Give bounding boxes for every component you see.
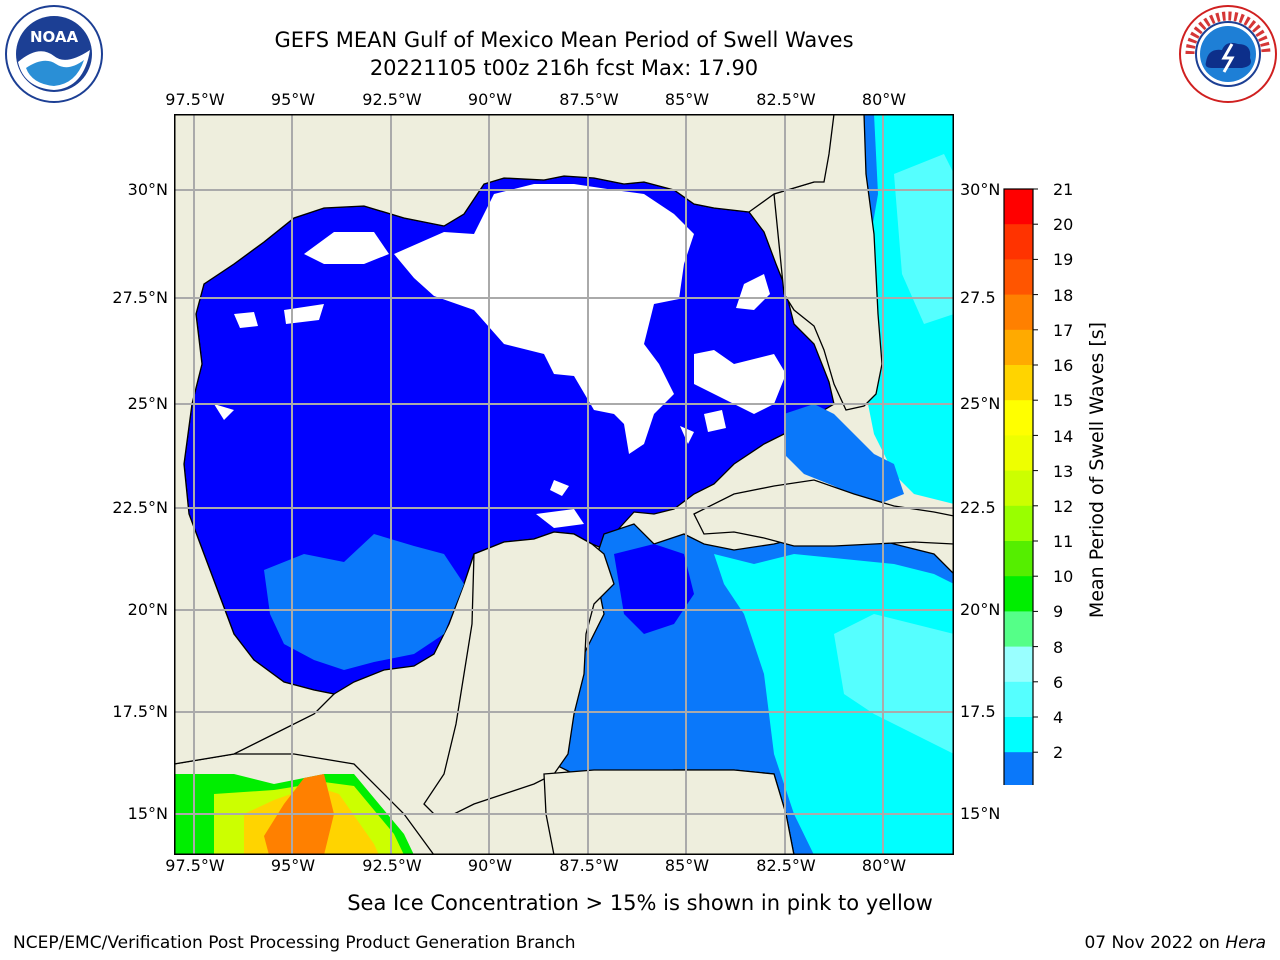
caribbean-deep-patch bbox=[614, 544, 694, 634]
gulf-light-zone bbox=[264, 534, 464, 670]
map-title: GEFS MEAN Gulf of Mexico Mean Period of … bbox=[274, 28, 854, 52]
colorbar-segment bbox=[1004, 329, 1033, 366]
colorbar-tick: 11 bbox=[1053, 532, 1074, 551]
colorbar-tick: 14 bbox=[1053, 427, 1074, 446]
cuba-land bbox=[693, 479, 954, 547]
lat-tick-right: 27.5 bbox=[960, 288, 996, 307]
lon-tick-top: 80°W bbox=[861, 90, 907, 109]
colorbar-tick: 21 bbox=[1053, 180, 1074, 199]
lon-tick-top: 92.5°W bbox=[362, 90, 422, 109]
colorbar-tick: 10 bbox=[1053, 567, 1074, 586]
lon-tick-bottom: 85°W bbox=[664, 856, 710, 875]
colorbar-segment bbox=[1004, 189, 1033, 225]
lat-tick-right: 25°N bbox=[960, 394, 1001, 413]
colorbar-segment bbox=[1004, 752, 1033, 785]
lat-tick-right: 20°N bbox=[960, 600, 1001, 619]
footer-date-text: 07 Nov 2022 on bbox=[1084, 933, 1226, 953]
footer-credit: NCEP/EMC/Verification Post Processing Pr… bbox=[13, 933, 576, 953]
colorbar-tick: 20 bbox=[1053, 215, 1074, 234]
footer-host: Hera bbox=[1225, 933, 1266, 953]
colorbar-segment bbox=[1004, 576, 1033, 612]
colorbar-tick: 16 bbox=[1053, 356, 1074, 375]
lon-tick-bottom: 97.5°W bbox=[165, 856, 225, 875]
caribbean-lightcyan-patch bbox=[834, 614, 954, 754]
colorbar-segment bbox=[1004, 435, 1033, 472]
lat-tick-right: 15°N bbox=[960, 804, 1001, 823]
lat-tick-left: 27.5°N bbox=[112, 288, 168, 307]
noaa-logo: NOAA bbox=[5, 5, 103, 103]
svg-text:NOAA: NOAA bbox=[30, 28, 79, 46]
colorbar-tick: 13 bbox=[1053, 462, 1074, 481]
lon-tick-top: 95°W bbox=[270, 90, 316, 109]
colorbar-segment bbox=[1004, 294, 1033, 331]
gulf-map bbox=[174, 114, 954, 855]
lon-tick-top: 87.5°W bbox=[559, 90, 619, 109]
colorbar-segment bbox=[1004, 224, 1033, 260]
lon-tick-bottom: 80°W bbox=[861, 856, 907, 875]
nws-logo bbox=[1179, 5, 1277, 103]
colorbar-segment bbox=[1004, 717, 1033, 753]
colorbar-segment bbox=[1004, 646, 1033, 683]
lon-tick-bottom: 95°W bbox=[270, 856, 316, 875]
colorbar-label: Mean Period of Swell Waves [s] bbox=[1086, 321, 1108, 619]
lat-tick-left: 20°N bbox=[127, 600, 168, 619]
lat-tick-right: 22.5 bbox=[960, 498, 996, 517]
colorbar-segment bbox=[1004, 541, 1033, 577]
colorbar-tick: 8 bbox=[1053, 638, 1064, 657]
colorbar-frame bbox=[1003, 188, 1034, 785]
lat-tick-right: 30°N bbox=[960, 180, 1001, 199]
lon-tick-top: 85°W bbox=[664, 90, 710, 109]
lon-tick-top: 82.5°W bbox=[756, 90, 816, 109]
lat-tick-left: 30°N bbox=[127, 180, 168, 199]
colorbar-tick: 4 bbox=[1053, 708, 1064, 727]
map-frame bbox=[174, 114, 954, 855]
colorbar-segment bbox=[1004, 259, 1033, 296]
lon-tick-top: 90°W bbox=[467, 90, 513, 109]
graticule bbox=[174, 114, 954, 855]
yucatan-land bbox=[423, 531, 615, 815]
colorbar-tick: 6 bbox=[1053, 673, 1064, 692]
colorbar-tick: 19 bbox=[1053, 250, 1074, 269]
colorbar-tick: 18 bbox=[1053, 286, 1074, 305]
lon-tick-bottom: 82.5°W bbox=[756, 856, 816, 875]
colorbar-segment bbox=[1004, 470, 1033, 507]
colorbar-tick: 9 bbox=[1053, 602, 1064, 621]
lon-tick-bottom: 92.5°W bbox=[362, 856, 422, 875]
colorbar-segment bbox=[1004, 611, 1033, 648]
colorbar-segment bbox=[1004, 505, 1033, 542]
lat-tick-left: 22.5°N bbox=[112, 498, 168, 517]
colorbar-tick: 17 bbox=[1053, 321, 1074, 340]
colorbar-tick: 2 bbox=[1053, 743, 1064, 762]
map-subtitle: 20221105 t00z 216h fcst Max: 17.90 bbox=[369, 56, 759, 80]
lat-tick-right: 17.5 bbox=[960, 702, 996, 721]
colorbar-segment bbox=[1004, 400, 1033, 436]
nodata-patches bbox=[214, 184, 786, 528]
lon-tick-bottom: 90°W bbox=[467, 856, 513, 875]
lat-tick-left: 15°N bbox=[127, 804, 168, 823]
lat-tick-left: 17.5°N bbox=[112, 702, 168, 721]
colorbar bbox=[1003, 188, 1038, 785]
lat-tick-left: 25°N bbox=[127, 394, 168, 413]
florida-land bbox=[773, 114, 883, 411]
colorbar-tick: 12 bbox=[1053, 497, 1074, 516]
straits-region bbox=[784, 404, 904, 506]
colorbar-segment bbox=[1004, 365, 1033, 401]
honduras-land bbox=[543, 769, 795, 855]
lon-tick-top: 97.5°W bbox=[165, 90, 225, 109]
atlantic-lightcyan bbox=[894, 154, 954, 324]
colorbar-segment bbox=[1004, 681, 1033, 718]
colorbar-tick: 15 bbox=[1053, 391, 1074, 410]
lon-tick-bottom: 87.5°W bbox=[559, 856, 619, 875]
us-coast-land bbox=[174, 114, 835, 765]
footer-date: 07 Nov 2022 on Hera bbox=[1084, 933, 1266, 953]
sea-ice-caption: Sea Ice Concentration > 15% is shown in … bbox=[347, 891, 933, 915]
